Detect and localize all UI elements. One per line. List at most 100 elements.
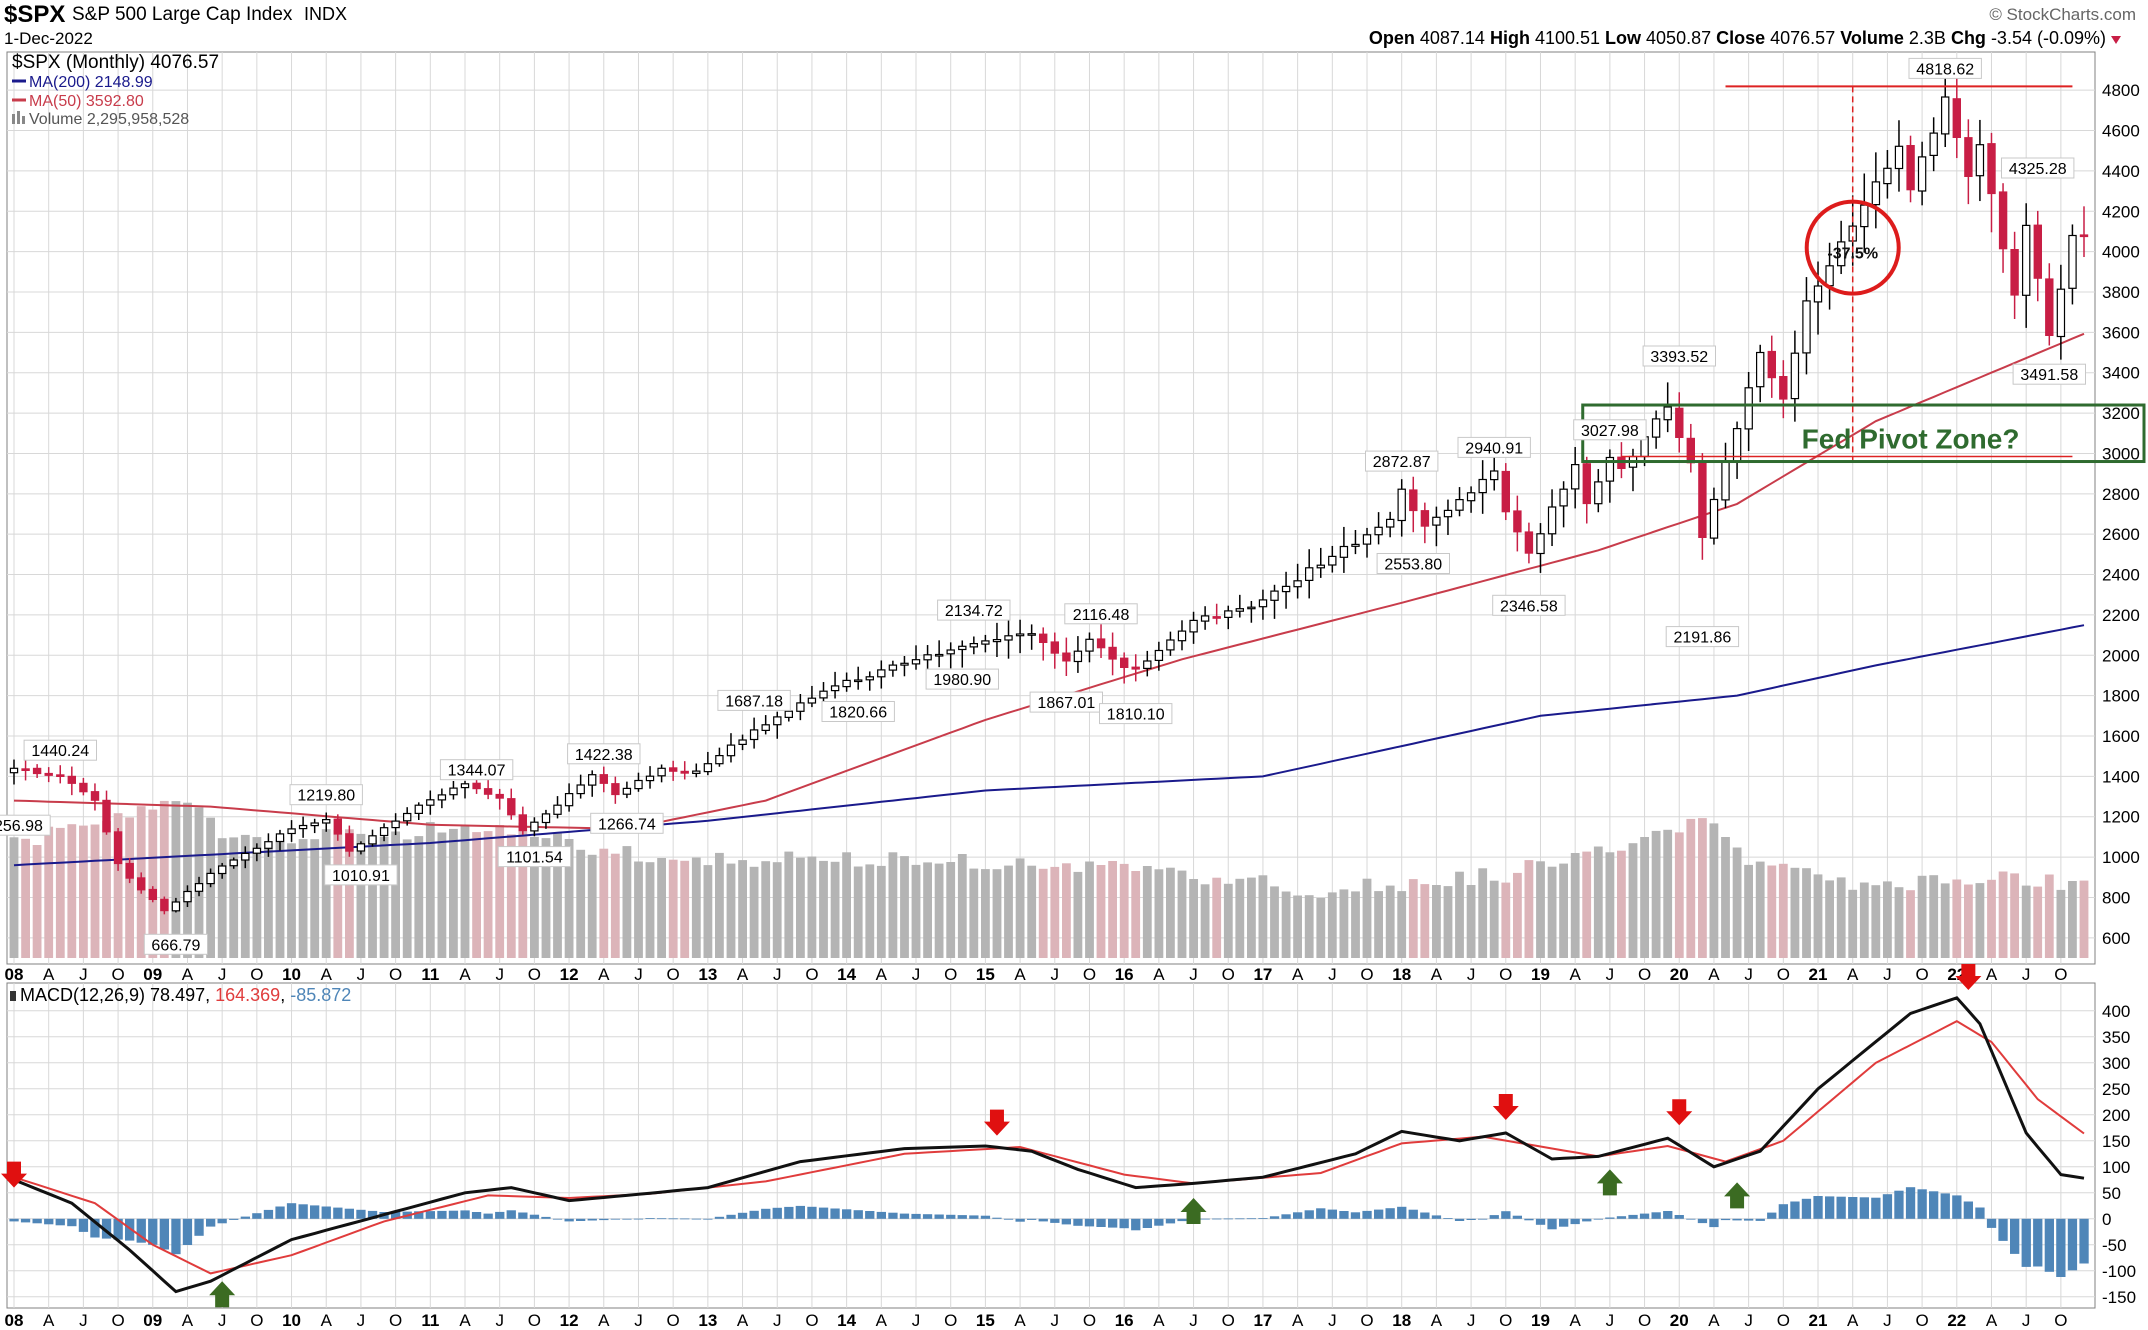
volume-bar [1582, 851, 1592, 958]
date-tick-label: 18 [1392, 965, 1411, 984]
price-label: 2134.72 [945, 603, 1003, 620]
volume-bar [1478, 868, 1488, 958]
volume-bar [1293, 895, 1302, 958]
macd-histogram-bar [772, 1207, 782, 1219]
macd-histogram-bar [784, 1206, 794, 1219]
volume-bar [934, 863, 944, 958]
volume-bar [1096, 865, 1106, 958]
price-legend: $SPX (Monthly) 4076.57 MA(200) 2148.99 M… [12, 52, 219, 128]
quote-value-open: 4087.14 [1420, 28, 1485, 48]
macd-histogram-bar [448, 1210, 459, 1219]
candle-body [1270, 590, 1279, 601]
sell-arrow-down-icon [1492, 1094, 1519, 1120]
volume-bar [749, 866, 759, 958]
macd-histogram-bar [1200, 1218, 1210, 1220]
sell-arrow-down-icon [983, 1109, 1010, 1136]
date-tick-label: A [1431, 965, 1443, 984]
candle-body [403, 812, 412, 822]
legend-volume: Volume 2,295,958,528 [29, 111, 189, 128]
macd-histogram-bar [182, 1218, 193, 1245]
volume-bar [183, 802, 192, 958]
price-grid [7, 52, 2095, 964]
candle-body [507, 798, 516, 816]
macd-histogram-bar [125, 1218, 135, 1241]
date-tick-label: O [1499, 1311, 1512, 1330]
volume-bar [946, 862, 956, 958]
macd-histogram-bar [159, 1218, 169, 1250]
volume-bar [1628, 843, 1638, 958]
date-tick-label: A [1431, 1311, 1443, 1330]
price-label-box [1029, 691, 1103, 713]
price-label: 2872.87 [1373, 454, 1431, 471]
volume-bar [1397, 891, 1407, 958]
macd-histogram-bar [946, 1214, 956, 1219]
candle-body [1409, 489, 1418, 512]
macd-histogram-bar [1293, 1212, 1303, 1219]
candle-body [1524, 531, 1534, 554]
date-tick-label: O [667, 1311, 680, 1330]
candle-body [1200, 615, 1210, 622]
price-label: 1344.07 [448, 763, 506, 780]
macd-histogram-bar [437, 1210, 447, 1219]
candle-body [90, 791, 100, 801]
candle-body [830, 685, 840, 692]
volume-bar [425, 822, 435, 958]
candle-body [148, 888, 157, 900]
date-tick-label: J [1744, 1311, 1753, 1330]
date-tick-label: A [459, 965, 471, 984]
macd-histogram-bar [599, 1218, 609, 1221]
date-tick-label: A [876, 965, 888, 984]
date-tick-label: J [634, 1311, 643, 1330]
date-tick-label: 13 [698, 965, 717, 984]
date-tick-label: O [250, 965, 263, 984]
macd-histogram-bar [1269, 1216, 1280, 1219]
date-tick-label: 15 [976, 965, 995, 984]
candle-body [229, 859, 238, 867]
macd-histogram-bar [934, 1214, 944, 1219]
date-tick-label: 11 [421, 965, 439, 984]
volume-bar [1374, 891, 1383, 958]
volume-bar [599, 848, 609, 958]
date-tick-label: O [528, 1311, 541, 1330]
date-tick-label: J [357, 1311, 366, 1330]
macd-histogram-bar [78, 1218, 89, 1232]
price-label-box [1908, 57, 1982, 79]
date-tick-label: O [805, 1311, 818, 1330]
date-tick-label: J [1189, 1311, 1198, 1330]
volume-bar [1952, 879, 1962, 958]
macd-histogram-bar [1836, 1196, 1846, 1219]
macd-histogram-bar [1905, 1187, 1916, 1219]
volume-bar [738, 860, 747, 958]
candle-body [1004, 635, 1013, 641]
candle-body [541, 813, 551, 824]
price-y-tick-label: 3800 [2102, 283, 2140, 302]
price-y-tick-label: 2200 [2102, 606, 2140, 625]
date-tick-label: A [1292, 1311, 1304, 1330]
volume-bar [1038, 868, 1048, 958]
volume-bar [981, 869, 990, 958]
volume-bar [1154, 869, 1164, 958]
macd-y-tick-label: 100 [2102, 1158, 2130, 1177]
macd-y-tick-label: 300 [2102, 1054, 2130, 1073]
volume-bar [1027, 865, 1037, 958]
date-tick-label: J [1883, 965, 1892, 984]
volume-bar [853, 866, 863, 958]
volume-bar [1004, 865, 1013, 958]
date-tick-label: A [1986, 1311, 1998, 1330]
macd-histogram-bar [761, 1208, 771, 1219]
macd-histogram-bar [344, 1208, 354, 1219]
volume-bar [668, 859, 678, 958]
volume-bar [79, 825, 88, 958]
volume-bar [1247, 877, 1256, 958]
macd-histogram-bar [1825, 1196, 1835, 1219]
candle-body [1478, 478, 1487, 494]
candle-body [1328, 555, 1337, 566]
candle-body [657, 767, 666, 777]
candle-body [1767, 350, 1776, 379]
legend-price: $SPX (Monthly) 4076.57 [12, 52, 219, 73]
candle-body [1108, 646, 1117, 660]
candle-body [576, 784, 585, 795]
volume-bar [1304, 895, 1314, 958]
macd-histogram-bar [541, 1216, 551, 1219]
macd-histogram-bar [310, 1205, 320, 1219]
